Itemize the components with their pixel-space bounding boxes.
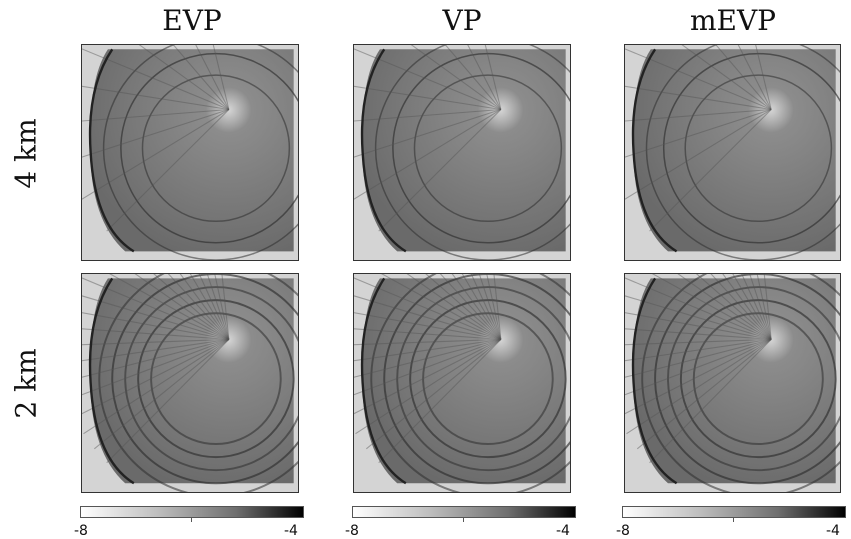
colorbar-vp-mid-tick bbox=[463, 518, 464, 522]
colorbar-evp-min-label: -8 bbox=[74, 523, 88, 539]
colorbar-evp bbox=[80, 506, 304, 518]
panel-evp-4km bbox=[81, 44, 299, 261]
panel-field-image bbox=[625, 274, 840, 492]
colorbar-mevp-max-label: -4 bbox=[826, 523, 840, 539]
colorbar-vp-min-label: -8 bbox=[345, 523, 359, 539]
panel-field-image bbox=[354, 45, 570, 260]
panel-field-image bbox=[82, 274, 298, 492]
panel-vp-4km bbox=[353, 44, 571, 261]
panel-evp-2km bbox=[81, 273, 299, 493]
row-title-4km: 4 km bbox=[9, 118, 43, 189]
panel-field-image bbox=[82, 45, 298, 260]
colorbar-mevp-min-label: -8 bbox=[616, 523, 630, 539]
panel-vp-2km bbox=[353, 273, 571, 493]
panel-field-image bbox=[354, 274, 570, 492]
panel-field-image bbox=[625, 45, 840, 260]
colorbar-mevp bbox=[622, 506, 846, 518]
colorbar-evp-max-label: -4 bbox=[284, 523, 298, 539]
column-title-evp: EVP bbox=[162, 4, 222, 37]
panel-mevp-2km bbox=[624, 273, 841, 493]
column-title-vp: VP bbox=[442, 4, 482, 37]
colorbar-vp-max-label: -4 bbox=[556, 523, 570, 539]
row-title-2km: 2 km bbox=[9, 348, 43, 419]
colorbar-evp-mid-tick bbox=[191, 518, 192, 522]
panel-mevp-4km bbox=[624, 44, 841, 261]
column-title-mevp: mEVP bbox=[689, 4, 777, 37]
colorbar-mevp-mid-tick bbox=[733, 518, 734, 522]
colorbar-vp bbox=[352, 506, 576, 518]
